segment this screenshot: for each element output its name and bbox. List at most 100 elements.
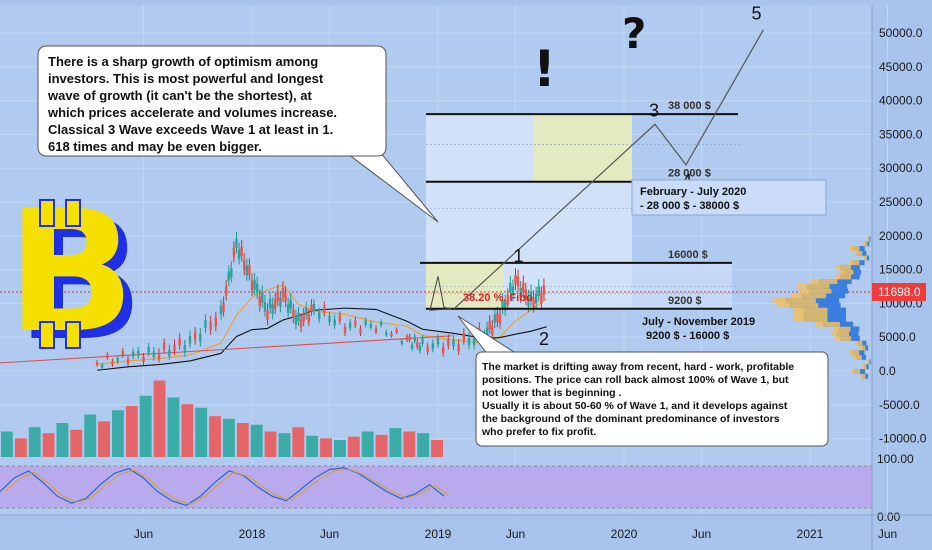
- price-tick-label: -5000.0: [879, 398, 920, 412]
- candle-body: [292, 309, 295, 319]
- optimism-line: investors. This is most powerful and lon…: [48, 71, 324, 86]
- time-tick-label: 2021: [797, 527, 824, 541]
- candle-body: [116, 358, 119, 362]
- time-tick-label: 2019: [425, 527, 452, 541]
- profile-bar-buy: [834, 274, 852, 280]
- candle-body: [506, 295, 509, 305]
- candle-body: [310, 304, 313, 312]
- candle-body: [542, 285, 546, 295]
- candle-body: [503, 301, 507, 311]
- exclamation-mark: !: [533, 40, 556, 98]
- candle-body: [263, 301, 267, 312]
- volume-bar: [56, 423, 69, 457]
- candle-body: [126, 358, 130, 364]
- candle-body: [95, 362, 99, 366]
- candle-body: [183, 345, 187, 353]
- candle-body: [408, 336, 411, 341]
- candle-body: [214, 317, 218, 327]
- time-tick-label: 2018: [239, 527, 266, 541]
- level-label: 9200 $: [668, 295, 702, 307]
- volume-bar: [1, 431, 13, 457]
- volume-bar: [250, 424, 263, 457]
- volume-bar: [28, 427, 41, 457]
- moving-average-red: [0, 335, 453, 364]
- optimism-line: 618 times and may be even bigger.: [48, 139, 262, 154]
- oscillator-tick: 100.00: [877, 452, 914, 466]
- candle-body: [421, 338, 424, 344]
- volume-bar: [167, 397, 180, 457]
- price-series: [95, 231, 546, 370]
- candle-body: [219, 305, 223, 315]
- volume-bar: [112, 410, 124, 457]
- candle-body: [400, 340, 404, 344]
- optimism-line: There is a sharp growth of optimism amon…: [48, 54, 318, 69]
- profile-bar-buy: [831, 331, 850, 337]
- volume-bar: [153, 380, 166, 457]
- price-tick-label: 45000.0: [879, 60, 923, 74]
- candle-body: [297, 312, 300, 322]
- candle-body: [250, 280, 254, 291]
- profile-bar-buy: [838, 269, 854, 275]
- jul-nov-text: July - November 2019 9200 $ - 16000 $: [642, 316, 758, 342]
- drift-line: The market is drifting away from recent,…: [482, 361, 794, 373]
- candle-body: [441, 346, 445, 354]
- volume-bar: [139, 395, 152, 457]
- candle-body: [232, 247, 236, 258]
- candle-body: [498, 314, 502, 324]
- oscillator-panel: 100.00 0.00: [0, 452, 914, 524]
- candle-body: [323, 306, 326, 313]
- optimism-line: Classical 3 Wave exceeds Wave 1 at least…: [48, 122, 333, 137]
- volume-bars: [1, 380, 443, 457]
- candle-body: [395, 329, 398, 333]
- volume-bar: [14, 438, 27, 457]
- profile-bar-buy: [835, 335, 852, 341]
- feb-july-text: February - July 2020 - 28 000 $ - 38000 …: [640, 186, 749, 212]
- profile-bar-buy: [849, 245, 860, 251]
- volume-bar: [347, 436, 360, 457]
- candle-body: [462, 333, 466, 341]
- candle-body: [359, 328, 362, 334]
- candle-body: [540, 293, 543, 304]
- candle-body: [348, 322, 352, 328]
- candle-body: [354, 320, 357, 326]
- profile-bar-buy: [810, 279, 838, 285]
- candle-body: [243, 260, 246, 270]
- profile-bar-buy: [849, 260, 860, 266]
- wave1-2-outline: [429, 276, 453, 311]
- candle-body: [333, 319, 336, 326]
- candle-body: [410, 344, 414, 349]
- price-tick-label: 0.0: [879, 364, 896, 378]
- level-label: 38 000 $: [668, 100, 711, 112]
- current-price-tag: 11698.0: [872, 283, 926, 301]
- callout-drift-joint: [488, 353, 522, 359]
- feb-july-rect: [631, 179, 827, 216]
- drift-line: the background of the dominant predomina…: [482, 413, 780, 425]
- candle-body: [452, 339, 455, 347]
- candle-body: [302, 313, 305, 322]
- profile-bar-buy: [790, 293, 827, 299]
- profile-bar-buy: [860, 373, 866, 379]
- profile-bar-buy: [849, 350, 860, 356]
- time-tick-label: Jun: [134, 527, 153, 541]
- volume-bar: [70, 429, 83, 457]
- profile-bar-buy: [833, 326, 851, 332]
- volume-bar: [42, 433, 55, 457]
- volume-bar: [84, 414, 97, 457]
- candle-body: [307, 314, 311, 322]
- candle-body: [121, 351, 125, 356]
- profile-bar-buy: [863, 255, 868, 261]
- time-tick-label: Jun: [878, 527, 897, 541]
- price-tick-label: 25000.0: [879, 195, 923, 209]
- candle-body: [100, 364, 104, 368]
- optimism-line: wave of growth (it can't be the shortest…: [47, 88, 313, 103]
- candle-body: [237, 249, 241, 259]
- candle-body: [131, 351, 135, 357]
- candle-body: [379, 321, 383, 326]
- profile-bar-buy: [863, 241, 868, 247]
- jul-nov-box: July - November 2019 9200 $ - 16000 $: [642, 316, 758, 342]
- candle-body: [289, 299, 292, 309]
- volume-bar: [375, 434, 388, 457]
- candle-body: [418, 346, 422, 351]
- candle-body: [511, 286, 515, 296]
